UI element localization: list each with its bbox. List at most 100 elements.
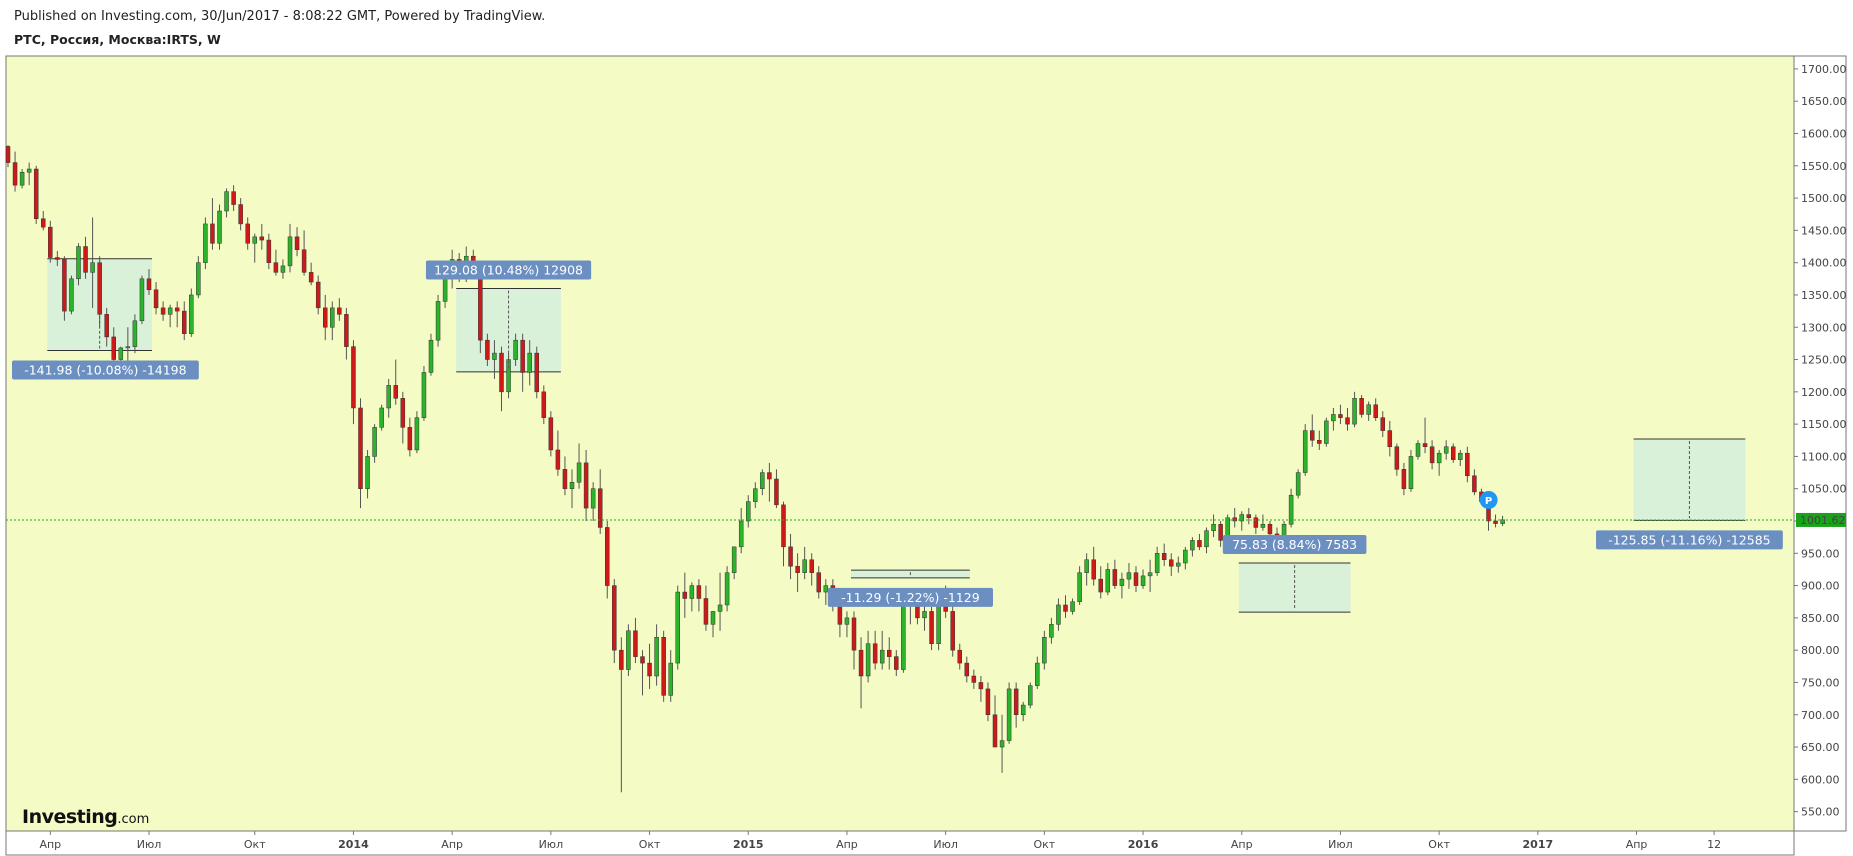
- candle-body: [69, 278, 74, 312]
- x-tick-label: Окт: [244, 838, 266, 851]
- y-tick-label: 1550.00: [1801, 160, 1847, 173]
- candle-body: [62, 259, 67, 312]
- candle-body: [1380, 417, 1385, 431]
- candle-body: [738, 520, 744, 548]
- y-axis-ticks: 1700.00 1650.00 1600.00 1550.00 1500.00 1450.…: [1794, 63, 1847, 819]
- candle-body: [76, 246, 81, 280]
- candle-body: [231, 191, 236, 205]
- candle-body: [1154, 553, 1160, 573]
- candle-body: [668, 662, 673, 696]
- candle-body: [1253, 517, 1259, 528]
- candle-body: [1310, 430, 1315, 441]
- candle-body: [1169, 559, 1174, 567]
- candle-body: [344, 314, 349, 347]
- candle-body: [189, 294, 194, 334]
- symbol-title: РТС, Россия, Москва:IRTS, W: [14, 32, 221, 47]
- candle-body: [1288, 494, 1294, 525]
- candle-body: [26, 168, 32, 173]
- candle-body: [922, 611, 927, 619]
- candle-body: [1267, 523, 1273, 535]
- candle-body: [767, 472, 772, 480]
- logo-text: Investing.com: [22, 806, 149, 828]
- candle-body: [746, 501, 751, 522]
- candle-body: [1161, 553, 1167, 561]
- measure-label: 75.83 (8.84%) 7583: [1232, 537, 1357, 552]
- candle-body: [717, 604, 723, 612]
- candle-body: [1246, 514, 1252, 519]
- candle-body: [513, 339, 518, 360]
- candle-body: [224, 191, 229, 212]
- y-tick-label: 1700.00: [1801, 63, 1847, 76]
- candle-body: [788, 546, 793, 567]
- p-badge[interactable]: P: [1479, 490, 1498, 509]
- x-axis-ticks: Апр Июл Окт 2014 Апр Июл Окт 2015 Апр Июл Окт 2016 А…: [39, 831, 1721, 851]
- candle-body: [421, 372, 427, 418]
- candle-body: [1140, 575, 1146, 586]
- p-badge-label: P: [1485, 496, 1492, 507]
- candle-body: [160, 307, 166, 315]
- candle-body: [174, 307, 180, 312]
- candle-body: [1105, 569, 1111, 593]
- candle-body: [619, 649, 624, 670]
- candle-body: [203, 223, 208, 263]
- candle-body: [837, 604, 843, 625]
- candle-body: [562, 469, 568, 489]
- time-axis[interactable]: [5, 830, 1795, 856]
- y-tick-label: 900.00: [1801, 580, 1840, 593]
- y-tick-label: 1250.00: [1801, 354, 1847, 367]
- candle-body: [626, 630, 631, 670]
- candle-body: [612, 585, 617, 651]
- candle-body: [414, 417, 420, 451]
- x-tick-label: Апр: [441, 838, 463, 851]
- candle-body: [1197, 540, 1202, 548]
- x-tick-label: Окт: [1428, 838, 1450, 851]
- candle-body: [48, 226, 53, 258]
- candle-body: [266, 239, 272, 263]
- candle-body: [760, 472, 765, 489]
- candle-body: [1049, 624, 1054, 638]
- candle-body: [1359, 398, 1364, 415]
- candle-body: [1028, 685, 1033, 706]
- candle-body: [887, 649, 892, 657]
- p-badge-icon[interactable]: [1479, 490, 1498, 509]
- candle-body: [287, 236, 293, 267]
- investing-logo: Investing.com: [22, 806, 149, 828]
- candle-body: [435, 301, 441, 341]
- candle-body: [330, 307, 335, 328]
- candle-body: [724, 572, 730, 606]
- logo-suffix: .com: [117, 812, 149, 827]
- y-tick-label: 600.00: [1801, 773, 1840, 786]
- candle-body: [1472, 475, 1477, 493]
- candle-body: [781, 504, 786, 548]
- plot-area[interactable]: [5, 55, 1795, 832]
- candle-body: [534, 352, 539, 393]
- candle-body: [1394, 446, 1400, 470]
- candle-body: [1295, 472, 1301, 496]
- candle-body: [41, 218, 46, 228]
- candle-body: [872, 643, 878, 664]
- candle-body: [816, 572, 821, 593]
- candle-body: [1338, 414, 1343, 418]
- x-tick-label: Июл: [1328, 838, 1353, 851]
- candle-body: [1020, 704, 1026, 715]
- candle-body: [929, 611, 934, 644]
- candle-body: [478, 268, 483, 341]
- candle-body: [1493, 520, 1498, 524]
- candle-body: [1352, 398, 1357, 425]
- candle-body: [1147, 572, 1153, 577]
- y-tick-label: 1350.00: [1801, 289, 1847, 302]
- candle-body: [1042, 637, 1047, 664]
- candle-body: [1387, 430, 1393, 447]
- price-axis[interactable]: [1793, 55, 1847, 832]
- y-tick-label: 1200.00: [1801, 386, 1847, 399]
- candle-body: [167, 307, 173, 315]
- candle-body: [1091, 559, 1096, 580]
- candle-body: [273, 262, 279, 273]
- x-tick-label: 2017: [1523, 838, 1554, 851]
- candle-body: [1070, 601, 1075, 612]
- candle-body: [428, 339, 434, 373]
- candle-body: [308, 272, 314, 283]
- candle-body: [1443, 446, 1449, 454]
- candle-body: [640, 656, 645, 664]
